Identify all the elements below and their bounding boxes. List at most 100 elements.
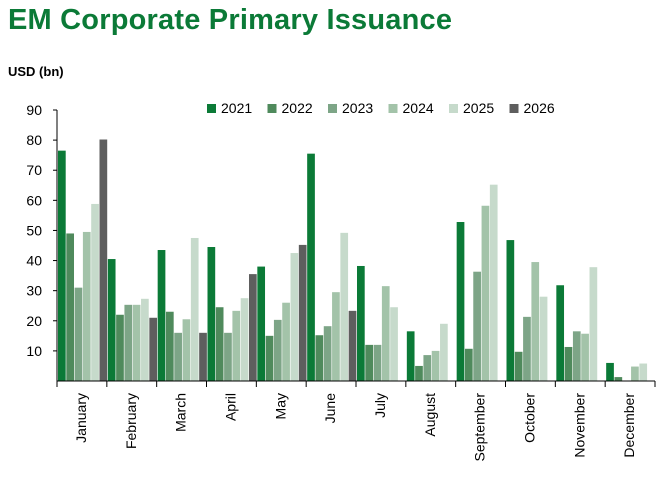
x-tick-label-october: October <box>521 393 537 443</box>
legend-swatch-2021 <box>207 104 216 113</box>
bar-2023-march <box>174 332 182 381</box>
y-tick-label: 30 <box>26 283 42 299</box>
bar-2024-november <box>581 333 589 381</box>
y-tick-label: 10 <box>26 343 42 359</box>
bar-2022-december <box>614 377 623 381</box>
bar-2021-january <box>58 150 66 381</box>
bar-2024-august <box>431 350 440 381</box>
bar-2026-february <box>149 317 158 381</box>
bar-2024-july <box>381 286 390 381</box>
bar-2025-march <box>190 237 199 381</box>
bar-2022-may <box>265 335 274 381</box>
bar-2025-december <box>639 363 648 381</box>
bar-2022-january <box>66 233 74 381</box>
bar-2021-february <box>107 259 116 381</box>
bar-2021-june <box>307 153 315 381</box>
bar-2025-september <box>489 184 498 381</box>
bar-2025-july <box>390 307 398 381</box>
bar-2021-august <box>406 331 415 381</box>
legend-swatch-2024 <box>388 104 398 113</box>
bar-2023-october <box>523 316 531 381</box>
bar-2026-march <box>199 332 207 381</box>
legend-label-2021: 2021 <box>221 100 252 116</box>
bar-2022-april <box>215 307 224 381</box>
bar-2021-april <box>207 247 216 381</box>
legend-label-2022: 2022 <box>282 100 313 116</box>
legend-label-2026: 2026 <box>524 100 555 116</box>
legend-label-2023: 2023 <box>342 100 373 116</box>
x-tick-label-january: January <box>73 393 89 443</box>
x-tick-label-april: April <box>222 393 238 421</box>
bar-2024-april <box>232 310 241 381</box>
x-tick-label-december: December <box>621 393 637 458</box>
axes-group: 10 20 30 40 50 60 70 80 90 January February March Ap… <box>26 102 656 462</box>
y-tick-label: 80 <box>26 132 42 148</box>
x-tick-label-august: August <box>422 393 438 437</box>
x-tick-label-september: September <box>472 393 488 462</box>
bar-2022-february <box>116 314 124 381</box>
bar-2021-october <box>506 240 515 381</box>
bar-2024-january <box>82 231 91 381</box>
bar-2023-june <box>323 326 332 381</box>
bar-2024-february <box>132 304 141 381</box>
bar-2024-september <box>481 205 490 381</box>
chart-title: EM Corporate Primary Issuance <box>8 4 453 36</box>
bar-2022-august <box>415 365 423 381</box>
y-tick-label: 20 <box>26 313 42 329</box>
bar-2023-november <box>572 331 581 381</box>
x-tick-label-february: February <box>123 393 139 449</box>
x-tick-label-june: June <box>322 393 338 424</box>
legend: 2021 2022 2023 2024 2025 2026 <box>207 100 555 116</box>
bar-2026-may <box>298 244 307 381</box>
bar-2021-september <box>456 222 465 381</box>
bar-2021-november <box>556 285 565 381</box>
legend-swatch-2022 <box>267 104 277 113</box>
bar-2023-april <box>224 332 232 381</box>
x-tick-label-may: May <box>272 393 288 419</box>
y-axis-unit-label: USD (bn) <box>8 64 64 79</box>
legend-swatch-2023 <box>328 104 337 113</box>
bar-2021-may <box>257 266 266 381</box>
bar-2022-july <box>365 344 373 381</box>
bar-2022-march <box>165 311 174 381</box>
bar-2022-october <box>514 351 523 381</box>
bar-2023-may <box>273 319 282 381</box>
bar-2024-december <box>631 366 639 381</box>
bar-2022-september <box>464 348 473 381</box>
legend-swatch-2025 <box>449 104 458 113</box>
bar-2023-january <box>74 287 83 381</box>
legend-label-2025: 2025 <box>463 100 494 116</box>
bar-2024-june <box>332 292 340 381</box>
bar-2024-may <box>282 302 290 381</box>
bar-2025-april <box>240 298 249 381</box>
bar-2025-october <box>539 296 548 381</box>
bar-2026-april <box>249 274 257 381</box>
y-tick-label: 40 <box>26 253 42 269</box>
bar-2021-july <box>357 265 365 381</box>
y-tick-label: 60 <box>26 192 42 208</box>
bar-2023-february <box>124 304 133 381</box>
bar-2023-august <box>423 355 432 381</box>
bar-2022-june <box>315 335 324 381</box>
bar-2025-february <box>141 298 149 381</box>
bar-2024-march <box>182 319 191 381</box>
x-tick-label-november: November <box>571 393 587 458</box>
bar-2025-august <box>440 323 448 381</box>
bar-2021-december <box>606 362 614 381</box>
y-tick-label: 50 <box>26 222 42 238</box>
bar-2026-january <box>99 139 108 381</box>
bar-2022-november <box>564 346 573 381</box>
bar-2025-november <box>589 267 598 381</box>
bar-2021-march <box>157 250 166 381</box>
bar-2024-october <box>531 262 540 381</box>
x-tick-label-july: July <box>372 393 388 418</box>
bar-2025-january <box>91 203 99 381</box>
legend-swatch-2026 <box>509 104 519 113</box>
bar-2023-july <box>373 344 382 381</box>
legend-label-2024: 2024 <box>403 100 434 116</box>
bar-2023-september <box>473 271 481 381</box>
bar-2026-june <box>348 310 357 381</box>
bar-2025-may <box>290 253 299 381</box>
bar-2025-june <box>340 232 349 381</box>
